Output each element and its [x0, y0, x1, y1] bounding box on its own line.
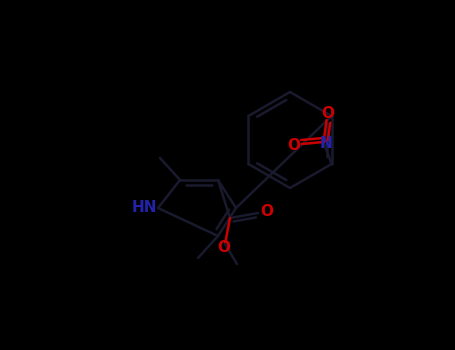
Text: O: O: [287, 138, 300, 153]
Text: HN: HN: [131, 201, 157, 216]
Text: O: O: [261, 203, 273, 218]
Text: O: O: [321, 106, 334, 121]
Text: N: N: [319, 136, 332, 152]
Text: O: O: [217, 240, 231, 256]
